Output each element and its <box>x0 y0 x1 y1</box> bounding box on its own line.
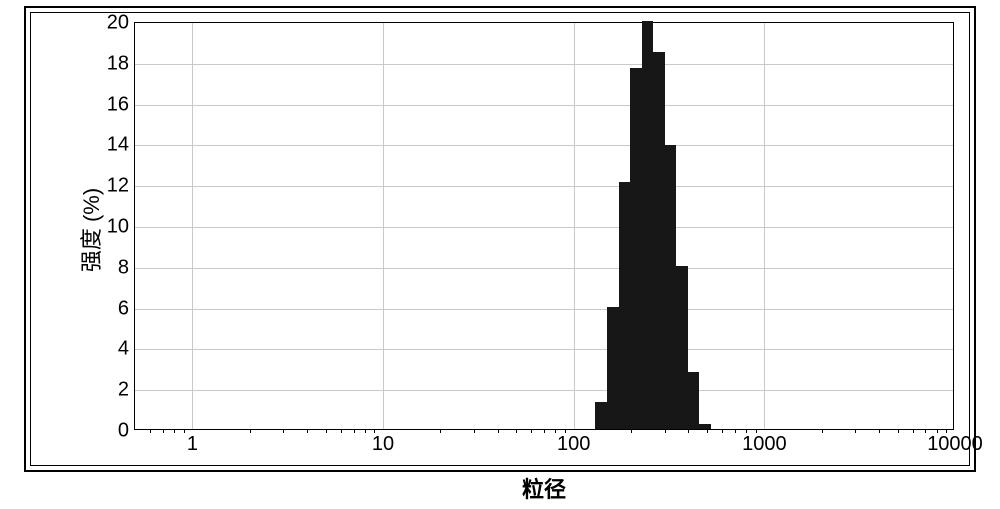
y-tick-label: 8 <box>118 256 135 279</box>
x-minor-tick <box>555 429 556 433</box>
x-minor-tick <box>913 429 914 433</box>
x-minor-tick <box>354 429 355 433</box>
x-minor-tick <box>150 429 151 433</box>
gridline-v <box>574 23 575 429</box>
y-tick-label: 0 <box>118 420 135 443</box>
y-tick-label: 16 <box>107 93 135 116</box>
x-tick-label: 10000 <box>927 429 983 456</box>
y-tick-label: 14 <box>107 134 135 157</box>
x-minor-tick <box>898 429 899 433</box>
x-minor-tick <box>250 429 251 433</box>
histogram-bar <box>607 307 618 429</box>
gridline-h <box>135 64 953 65</box>
y-tick-label: 6 <box>118 297 135 320</box>
x-minor-tick <box>374 429 375 433</box>
histogram-bar <box>642 21 654 429</box>
gridline-v <box>192 23 193 429</box>
chart-container: 02468101214161820110100100010000 强度 (%) … <box>0 0 1000 509</box>
x-minor-tick <box>307 429 308 433</box>
histogram-bar <box>595 402 607 429</box>
plot-area: 02468101214161820110100100010000 <box>134 22 954 430</box>
x-minor-tick <box>326 429 327 433</box>
x-minor-tick <box>822 429 823 433</box>
gridline-v <box>764 23 765 429</box>
x-minor-tick <box>498 429 499 433</box>
y-tick-label: 2 <box>118 379 135 402</box>
gridline-h <box>135 268 953 269</box>
x-tick-label: 10 <box>372 429 394 456</box>
x-tick-label: 1 <box>187 429 198 456</box>
x-minor-tick <box>365 429 366 433</box>
x-minor-tick <box>688 429 689 433</box>
gridline-h <box>135 145 953 146</box>
gridline-h <box>135 309 953 310</box>
x-minor-tick <box>879 429 880 433</box>
x-minor-tick <box>665 429 666 433</box>
x-minor-tick <box>474 429 475 433</box>
x-minor-tick <box>516 429 517 433</box>
histogram-bar <box>630 68 642 429</box>
x-minor-tick <box>937 429 938 433</box>
histogram-bar <box>688 372 699 429</box>
x-minor-tick <box>631 429 632 433</box>
x-tick-label: 1000 <box>742 429 787 456</box>
x-minor-tick <box>722 429 723 433</box>
x-minor-tick <box>946 429 947 433</box>
y-tick-label: 4 <box>118 338 135 361</box>
histogram-bar <box>676 266 688 429</box>
y-tick-label: 12 <box>107 175 135 198</box>
y-tick-label: 10 <box>107 216 135 239</box>
x-minor-tick <box>707 429 708 433</box>
x-minor-tick <box>855 429 856 433</box>
gridline-h <box>135 227 953 228</box>
gridline-v <box>383 23 384 429</box>
y-tick-label: 18 <box>107 52 135 75</box>
y-tick-label: 20 <box>107 12 135 35</box>
gridline-h <box>135 105 953 106</box>
x-minor-tick <box>735 429 736 433</box>
x-minor-tick <box>756 429 757 433</box>
x-minor-tick <box>746 429 747 433</box>
x-minor-tick <box>184 429 185 433</box>
histogram-bar <box>699 424 711 429</box>
gridline-h <box>135 390 953 391</box>
x-minor-tick <box>440 429 441 433</box>
x-minor-tick <box>163 429 164 433</box>
y-axis-title: 强度 (%) <box>74 188 106 272</box>
x-minor-tick <box>544 429 545 433</box>
x-minor-tick <box>925 429 926 433</box>
histogram-bar <box>619 182 631 429</box>
x-axis-title: 粒径 <box>522 472 566 504</box>
histogram-bar <box>653 52 664 429</box>
x-tick-label: 100 <box>557 429 590 456</box>
x-minor-tick <box>174 429 175 433</box>
x-minor-tick <box>531 429 532 433</box>
gridline-h <box>135 349 953 350</box>
x-minor-tick <box>565 429 566 433</box>
histogram-bar <box>665 145 677 429</box>
x-minor-tick <box>283 429 284 433</box>
x-minor-tick <box>341 429 342 433</box>
gridline-h <box>135 186 953 187</box>
